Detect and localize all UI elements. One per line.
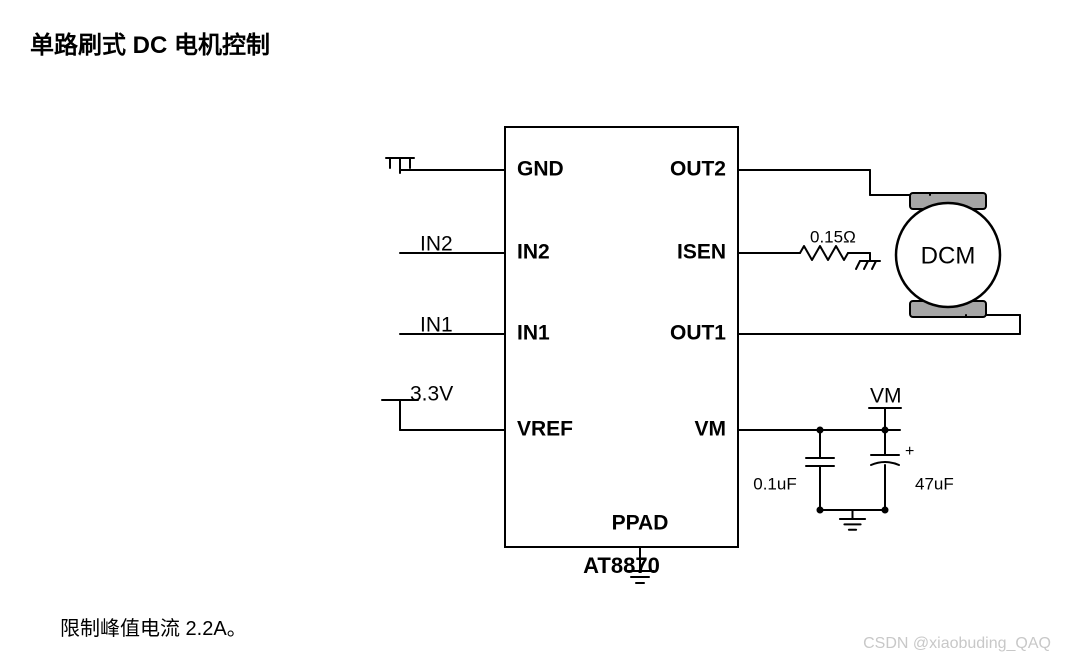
footer-note: 限制峰值电流 2.2A。: [60, 612, 247, 641]
svg-text:0.1uF: 0.1uF: [753, 474, 796, 493]
circuit-diagram: AT8870 GND IN2 IN1 VREF OUT2 ISEN OUT1 VM PPAD IN2…: [0, 0, 1069, 663]
svg-text:OUT1: OUT1: [670, 322, 726, 345]
svg-text:47uF: 47uF: [915, 474, 954, 493]
svg-text:VREF: VREF: [517, 418, 573, 441]
svg-text:PPAD: PPAD: [612, 512, 669, 535]
watermark: CSDN @xiaobuding_QAQ: [863, 635, 1051, 653]
svg-text:IN1: IN1: [420, 314, 453, 337]
svg-text:VM: VM: [695, 418, 727, 441]
page-title: 单路刷式 DC 电机控制: [30, 25, 270, 60]
svg-text:3.3V: 3.3V: [410, 383, 453, 406]
svg-text:DCM: DCM: [921, 242, 976, 269]
svg-text:VM: VM: [870, 385, 902, 408]
svg-text:0.15Ω: 0.15Ω: [810, 227, 856, 246]
chip-label: AT8870: [583, 553, 660, 578]
svg-text:OUT2: OUT2: [670, 158, 726, 181]
svg-text:IN2: IN2: [517, 241, 550, 264]
svg-text:GND: GND: [517, 158, 564, 181]
svg-text:IN1: IN1: [517, 322, 550, 345]
svg-text:ISEN: ISEN: [677, 241, 726, 264]
svg-text:IN2: IN2: [420, 233, 453, 256]
svg-text:+: +: [905, 443, 914, 460]
